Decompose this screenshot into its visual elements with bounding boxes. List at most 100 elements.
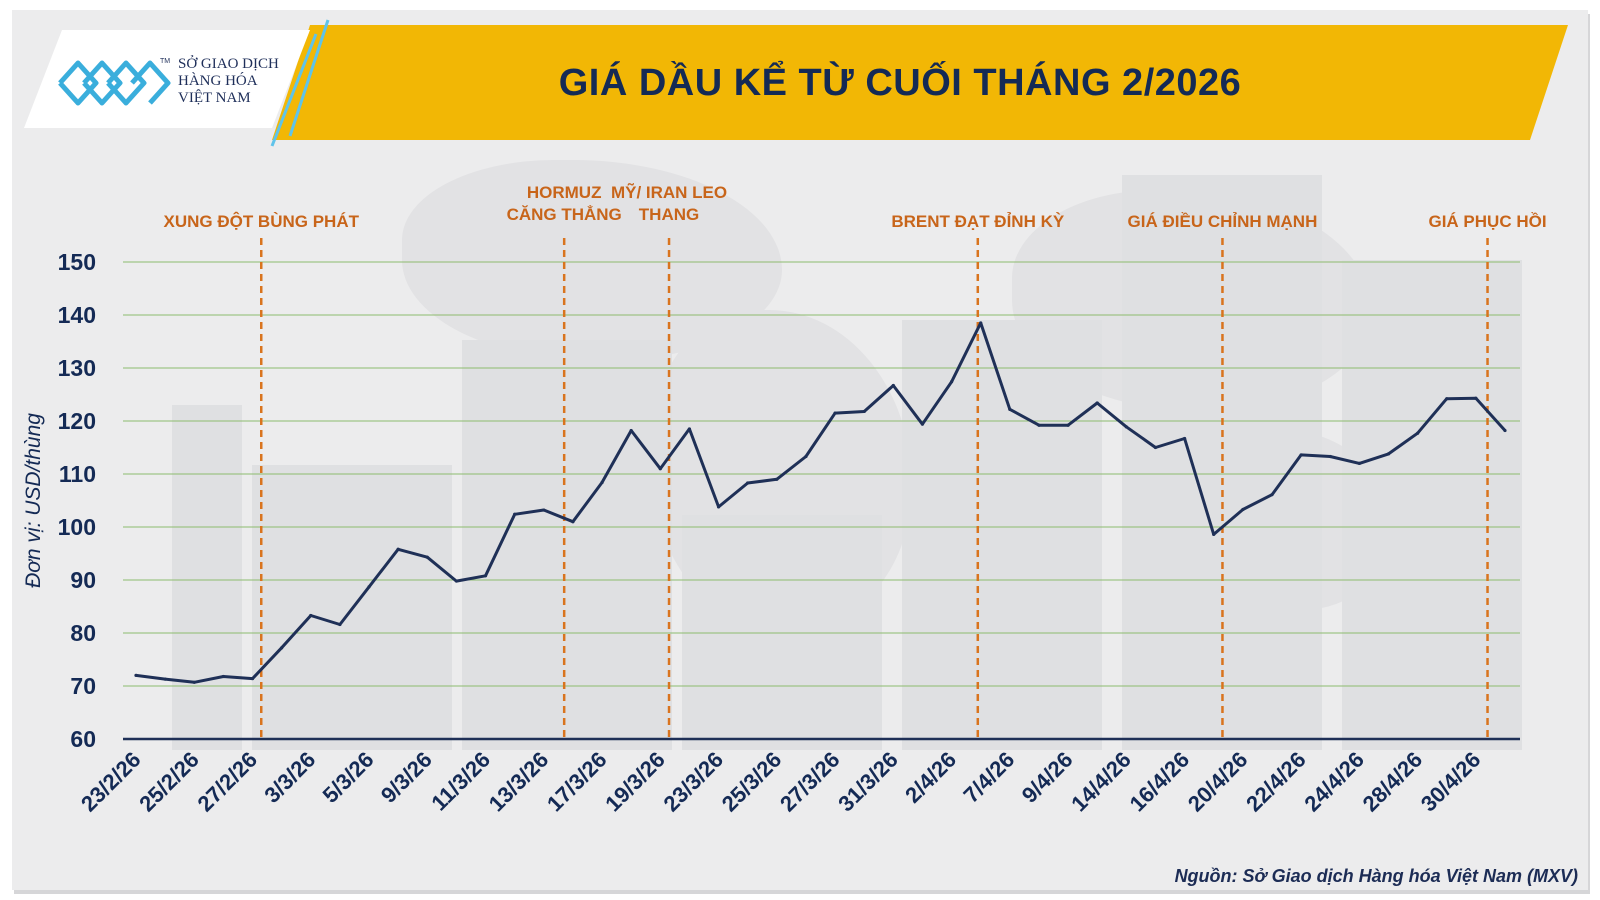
y-tick-label: 70 xyxy=(70,673,96,699)
x-tick-label: 23/3/26 xyxy=(659,747,729,817)
event-label: MỸ/ IRAN LEO xyxy=(611,182,727,202)
x-tick-label: 27/3/26 xyxy=(775,747,845,817)
data-point xyxy=(1445,397,1449,401)
data-point xyxy=(309,613,313,618)
event-label: XUNG ĐỘT BÙNG PHÁT xyxy=(163,212,359,231)
source-note: Nguồn: Sở Giao dịch Hàng hóa Việt Nam (M… xyxy=(1174,866,1578,886)
x-tick-label: 3/3/26 xyxy=(259,747,320,808)
event-label: GIÁ ĐIỀU CHỈNH MẠNH xyxy=(1128,212,1318,231)
x-tick-label: 27/2/26 xyxy=(192,747,262,817)
data-point xyxy=(221,674,225,679)
y-tick-label: 150 xyxy=(58,249,96,275)
y-tick-label: 130 xyxy=(58,355,96,381)
data-point xyxy=(163,677,167,681)
y-tick-label: 90 xyxy=(70,567,96,593)
data-point xyxy=(192,680,196,684)
background-bar xyxy=(1122,175,1322,750)
y-tick-label: 110 xyxy=(59,461,96,487)
event-label: BRENT ĐẠT ĐỈNH KỲ xyxy=(891,212,1064,231)
data-point xyxy=(1241,507,1245,512)
x-tick-label: 25/3/26 xyxy=(717,747,787,817)
data-point xyxy=(280,646,284,650)
data-point xyxy=(542,508,546,512)
event-label: THANG xyxy=(639,205,699,224)
data-point xyxy=(1153,445,1158,450)
x-tick-label: 17/3/26 xyxy=(542,747,612,817)
data-point xyxy=(716,505,721,509)
chart-title: GIÁ DẦU KỂ TỪ CUỐI THÁNG 2/2026 xyxy=(558,62,1242,104)
price-series-line xyxy=(135,321,1507,684)
data-point xyxy=(1124,425,1128,429)
event-label: GIÁ PHỤC HỒI xyxy=(1428,212,1546,231)
data-point xyxy=(338,622,342,627)
data-point xyxy=(658,467,662,471)
data-point xyxy=(425,555,429,559)
data-point xyxy=(396,547,400,551)
logo-line-1: SỞ GIAO DỊCH xyxy=(178,56,279,72)
logo-accent-line xyxy=(288,19,330,137)
data-point xyxy=(483,574,488,578)
x-tick-label: 2/4/26 xyxy=(900,747,961,808)
data-point xyxy=(1328,454,1332,459)
background-bar xyxy=(172,405,242,750)
event-label: CĂNG THẲNG xyxy=(507,205,622,224)
data-point xyxy=(1095,401,1099,405)
data-point xyxy=(746,481,750,485)
x-tick-label: 7/4/26 xyxy=(958,747,1019,808)
data-point xyxy=(1416,431,1420,435)
x-tick-label: 14/4/26 xyxy=(1066,747,1136,817)
logo-accent-line xyxy=(270,33,318,147)
data-point xyxy=(571,520,575,524)
data-point xyxy=(804,454,808,459)
x-tick-label: 13/3/26 xyxy=(484,747,554,817)
data-point xyxy=(513,512,517,516)
x-tick-label: 5/3/26 xyxy=(318,747,379,808)
data-point xyxy=(1008,407,1012,411)
data-point xyxy=(891,383,895,388)
y-tick-label: 60 xyxy=(70,726,96,752)
data-point xyxy=(1066,423,1070,427)
x-tick-label: 30/4/26 xyxy=(1416,747,1486,817)
data-point xyxy=(775,477,779,481)
x-tick-label: 11/3/26 xyxy=(426,747,495,816)
data-point xyxy=(1503,428,1507,433)
data-point xyxy=(250,676,255,681)
x-tick-label: 31/3/26 xyxy=(833,747,903,817)
data-point xyxy=(134,673,138,678)
event-label: HORMUZ xyxy=(527,183,602,202)
background-bar xyxy=(902,320,1102,750)
data-point xyxy=(949,380,954,384)
data-point xyxy=(1357,461,1361,465)
x-tick-label: 28/4/26 xyxy=(1358,747,1428,817)
logo-text: SỞ GIAO DỊCH HÀNG HÓA VIỆT NAM xyxy=(178,56,328,107)
x-tick-label: 25/2/26 xyxy=(134,747,204,817)
background-bar xyxy=(462,340,672,750)
y-tick-label: 120 xyxy=(58,408,96,434)
data-point xyxy=(1386,452,1391,456)
data-point xyxy=(454,579,459,583)
x-tick-label: 19/3/26 xyxy=(600,747,670,817)
data-point xyxy=(979,321,983,325)
logo-mark-icon xyxy=(58,60,171,106)
data-point xyxy=(862,409,866,414)
data-point xyxy=(833,411,837,415)
data-point xyxy=(367,585,371,589)
x-tick-label: 20/4/26 xyxy=(1183,747,1253,817)
data-point xyxy=(920,422,925,426)
x-tick-label: 16/4/26 xyxy=(1125,747,1195,817)
data-point xyxy=(1182,436,1187,441)
data-point xyxy=(1299,453,1303,457)
data-point xyxy=(629,428,633,433)
data-point xyxy=(1212,532,1216,537)
logo-line-3: VIỆT NAM xyxy=(178,90,251,106)
data-point xyxy=(600,480,604,485)
x-tick-label: 24/4/26 xyxy=(1299,747,1369,817)
y-axis-label: Đơn vị: USD/thùng xyxy=(22,413,45,588)
title-ribbon xyxy=(272,25,1568,140)
data-point xyxy=(1474,396,1478,400)
logo-line-2: HÀNG HÓA xyxy=(178,73,258,89)
data-point xyxy=(1270,493,1274,497)
y-tick-label: 100 xyxy=(58,514,96,540)
